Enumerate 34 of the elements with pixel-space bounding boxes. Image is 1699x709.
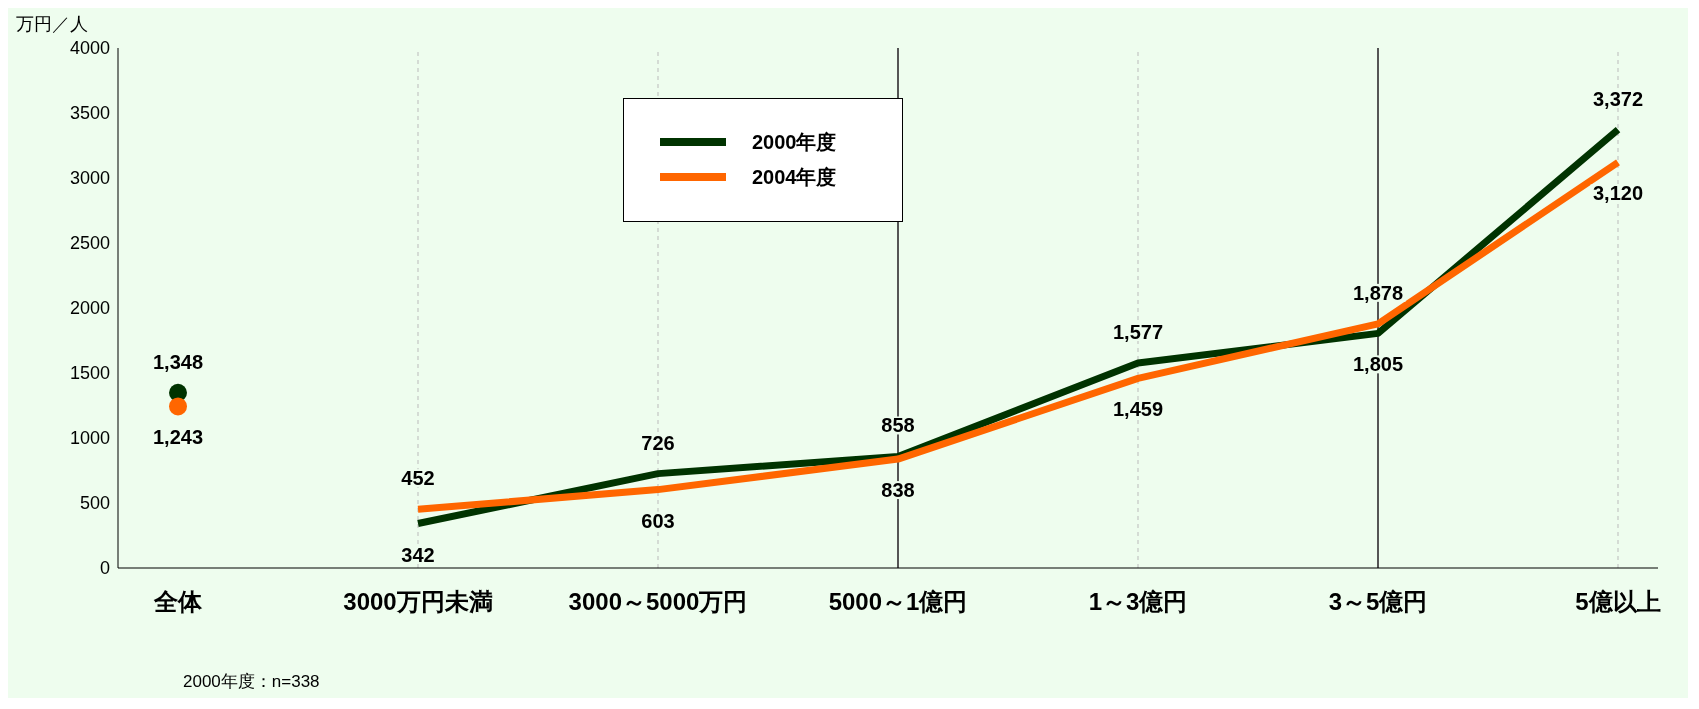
data-label: 858 (881, 414, 915, 437)
y-tick-label: 1500 (69, 363, 110, 384)
y-tick-label: 4000 (69, 38, 110, 59)
y-tick-label: 2000 (69, 298, 110, 319)
data-label: 1,878 (1352, 281, 1404, 304)
legend-label: 2000年度 (752, 130, 837, 155)
x-tick-label: 3000～5000万円 (568, 588, 748, 615)
data-label: 603 (641, 509, 675, 532)
data-label: 3,372 (1592, 87, 1644, 110)
legend-label: 2004年度 (752, 165, 837, 190)
data-label: 726 (641, 431, 675, 454)
x-tick-label: 全体 (153, 588, 203, 615)
data-label: 452 (401, 467, 435, 490)
data-label: 838 (881, 479, 915, 502)
data-label: 1,459 (1112, 398, 1164, 421)
data-label: 1,577 (1112, 320, 1164, 343)
x-tick-label: 3～5億円 (1328, 588, 1428, 615)
data-label: 1,348 (152, 350, 204, 373)
x-tick-label: 5000～1億円 (828, 588, 968, 615)
y-tick-label: 0 (99, 558, 110, 579)
x-tick-label: 1～3億円 (1088, 588, 1188, 615)
data-label: 342 (401, 543, 435, 566)
y-axis-title: 万円／人 (16, 13, 88, 36)
y-tick-label: 3000 (69, 168, 110, 189)
text: 2000年度：n=338 (183, 671, 320, 693)
x-tick-label: 3000万円未満 (343, 588, 493, 615)
y-tick-label: 2500 (69, 233, 110, 254)
data-label: 3,120 (1592, 182, 1644, 205)
data-label: 1,243 (152, 426, 204, 449)
data-label: 1,805 (1352, 353, 1404, 376)
x-tick-label: 5億以上 (1575, 588, 1661, 615)
y-tick-label: 500 (79, 493, 110, 514)
y-tick-label: 3500 (69, 103, 110, 124)
y-tick-label: 1000 (69, 428, 110, 449)
